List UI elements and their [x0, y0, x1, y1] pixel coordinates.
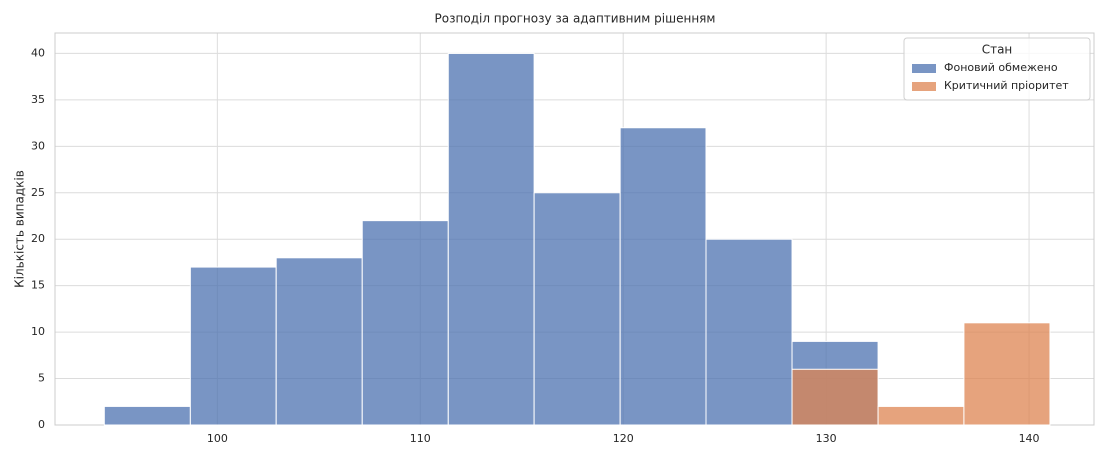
y-tick-label: 15 — [31, 279, 45, 292]
x-tick-label: 110 — [410, 432, 431, 445]
histogram-bar — [877, 405, 965, 426]
histogram-bar — [103, 405, 191, 426]
legend-label: Критичний пріоритет — [944, 79, 1069, 92]
histogram-bar — [963, 322, 1051, 426]
y-tick-label: 40 — [31, 46, 45, 59]
y-tick-label: 0 — [38, 418, 45, 431]
legend-box — [903, 37, 1091, 101]
y-axis-label: Кількість випадків — [13, 170, 27, 288]
y-tick-label: 35 — [31, 93, 45, 106]
histogram-bar — [275, 257, 363, 426]
y-tick-label: 30 — [31, 139, 45, 152]
y-tick-label: 20 — [31, 232, 45, 245]
histogram-bar — [189, 266, 277, 426]
legend-title: Стан — [982, 43, 1013, 57]
histogram-bar — [791, 368, 879, 426]
histogram-bar — [619, 127, 707, 426]
chart-title: Розподіл прогнозу за адаптивним рішенням — [435, 12, 716, 26]
y-tick-label: 25 — [31, 186, 45, 199]
x-tick-label: 100 — [207, 432, 228, 445]
histogram-bar — [361, 220, 449, 426]
histogram-bar — [447, 52, 535, 426]
legend-swatch — [912, 64, 936, 73]
histogram-bar — [705, 238, 793, 426]
legend-label: Фоновий обмежено — [944, 61, 1058, 74]
y-tick-label: 10 — [31, 325, 45, 338]
x-tick-label: 140 — [1019, 432, 1040, 445]
y-tick-label: 5 — [38, 372, 45, 385]
x-tick-label: 120 — [613, 432, 634, 445]
histogram-bar — [533, 192, 621, 426]
legend-swatch — [912, 82, 936, 91]
x-tick-label: 130 — [816, 432, 837, 445]
